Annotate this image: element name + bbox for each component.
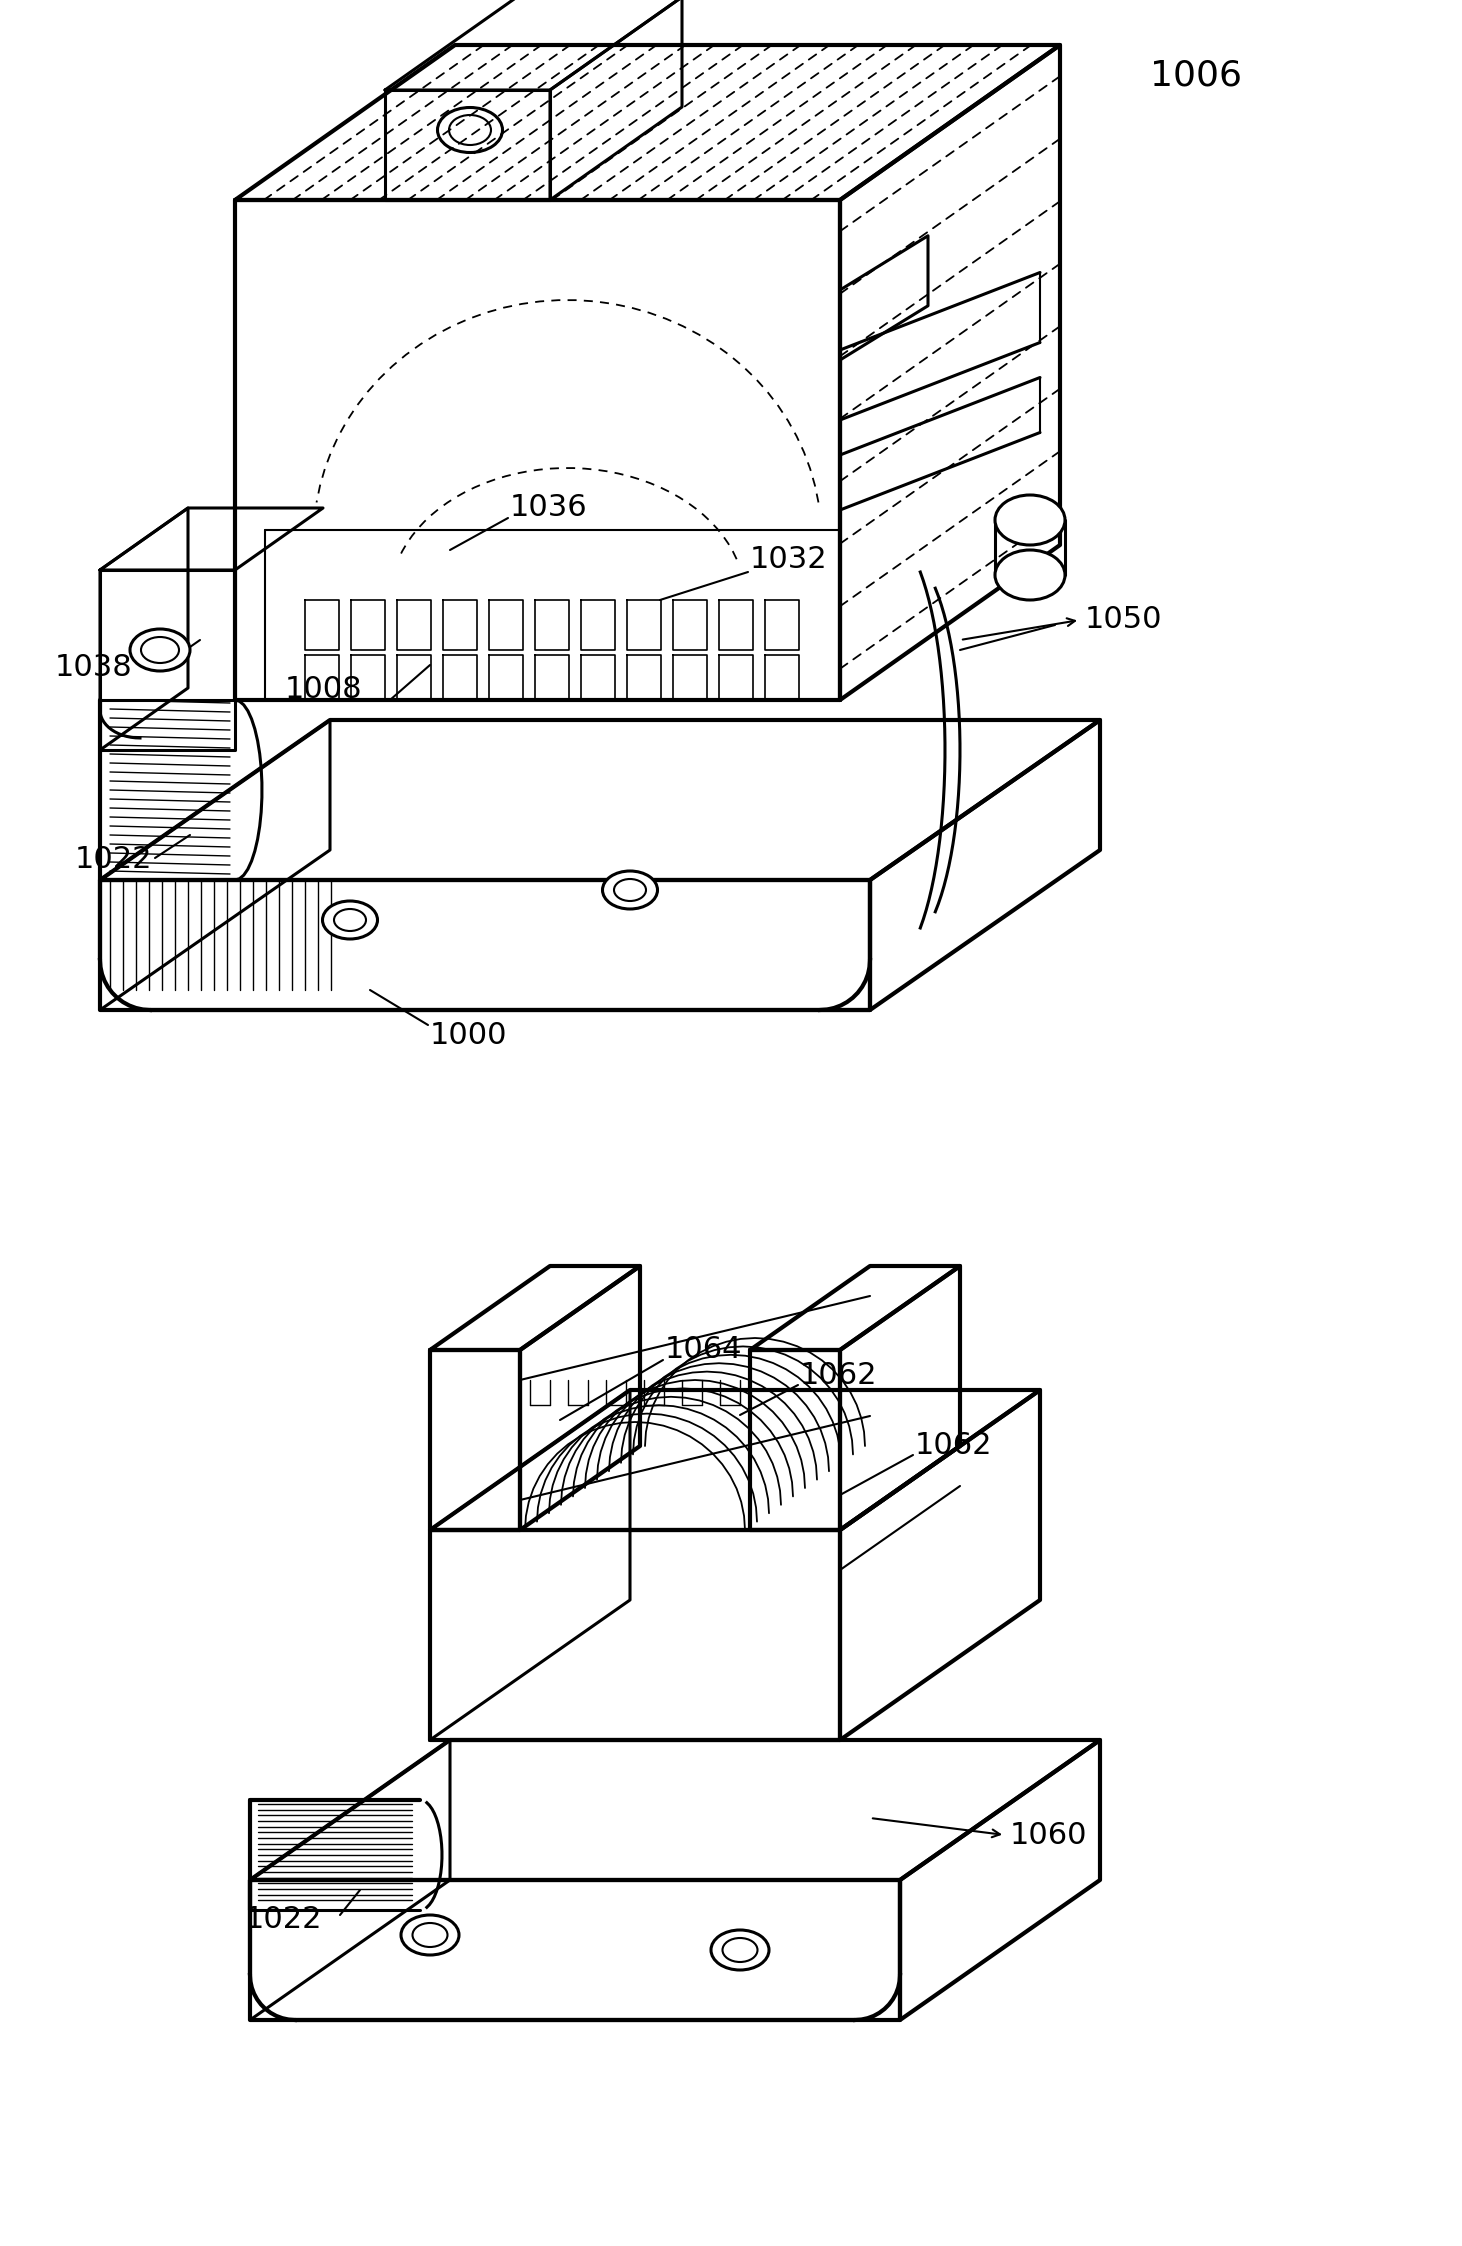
Polygon shape <box>306 656 339 701</box>
Polygon shape <box>430 1350 520 1530</box>
Ellipse shape <box>996 494 1064 546</box>
Ellipse shape <box>722 1938 757 1963</box>
Polygon shape <box>443 600 477 649</box>
Polygon shape <box>99 721 1099 880</box>
Ellipse shape <box>333 910 366 932</box>
Polygon shape <box>627 600 661 649</box>
Polygon shape <box>99 570 235 750</box>
Polygon shape <box>430 1390 630 1741</box>
Ellipse shape <box>412 1923 447 1947</box>
Polygon shape <box>765 600 800 649</box>
Polygon shape <box>488 656 523 701</box>
Text: 1038: 1038 <box>56 654 133 683</box>
Polygon shape <box>250 1741 450 2019</box>
Polygon shape <box>443 656 477 701</box>
Polygon shape <box>398 656 431 701</box>
Polygon shape <box>520 1267 640 1530</box>
Polygon shape <box>673 656 708 701</box>
Polygon shape <box>99 508 189 750</box>
Text: 1022: 1022 <box>246 1905 323 1934</box>
Ellipse shape <box>602 871 658 910</box>
Polygon shape <box>750 1350 841 1530</box>
Text: 1050: 1050 <box>1085 606 1162 636</box>
Polygon shape <box>750 1267 961 1350</box>
Text: 1064: 1064 <box>665 1336 743 1366</box>
Polygon shape <box>580 600 616 649</box>
Ellipse shape <box>401 1916 459 1954</box>
Polygon shape <box>351 600 385 649</box>
Polygon shape <box>306 600 339 649</box>
Polygon shape <box>398 600 431 649</box>
Polygon shape <box>673 600 708 649</box>
Polygon shape <box>765 656 800 701</box>
Polygon shape <box>719 600 753 649</box>
Polygon shape <box>841 236 928 359</box>
Polygon shape <box>535 656 569 701</box>
Polygon shape <box>627 656 661 701</box>
Polygon shape <box>901 1741 1099 2019</box>
Polygon shape <box>235 200 841 701</box>
Polygon shape <box>841 1267 961 1530</box>
Polygon shape <box>550 0 681 200</box>
Polygon shape <box>250 1880 901 2019</box>
Polygon shape <box>841 1390 1039 1741</box>
Ellipse shape <box>711 1929 769 1970</box>
Polygon shape <box>385 90 550 200</box>
Ellipse shape <box>130 629 190 672</box>
Polygon shape <box>430 1390 1039 1530</box>
Polygon shape <box>488 600 523 649</box>
Ellipse shape <box>140 638 178 663</box>
Polygon shape <box>719 656 753 701</box>
Polygon shape <box>870 721 1099 1011</box>
Polygon shape <box>535 600 569 649</box>
Polygon shape <box>99 721 330 1011</box>
Text: 1000: 1000 <box>430 1020 507 1049</box>
Polygon shape <box>235 45 1060 200</box>
Polygon shape <box>580 656 616 701</box>
Text: 1062: 1062 <box>800 1361 877 1390</box>
Polygon shape <box>430 1530 841 1741</box>
Polygon shape <box>385 0 681 90</box>
Ellipse shape <box>996 550 1064 600</box>
Text: 1060: 1060 <box>1010 1822 1088 1848</box>
Polygon shape <box>250 1741 1099 1880</box>
Text: 1036: 1036 <box>510 494 588 523</box>
Text: 1008: 1008 <box>285 676 363 705</box>
Ellipse shape <box>323 901 377 939</box>
Polygon shape <box>99 880 870 1011</box>
Polygon shape <box>99 508 323 570</box>
Text: 1062: 1062 <box>915 1431 993 1460</box>
Text: 1006: 1006 <box>1151 58 1243 92</box>
Ellipse shape <box>614 878 646 901</box>
Polygon shape <box>841 45 1060 701</box>
Polygon shape <box>430 1267 640 1350</box>
Polygon shape <box>351 656 385 701</box>
Text: 1032: 1032 <box>750 546 827 575</box>
Text: 1022: 1022 <box>75 844 152 874</box>
